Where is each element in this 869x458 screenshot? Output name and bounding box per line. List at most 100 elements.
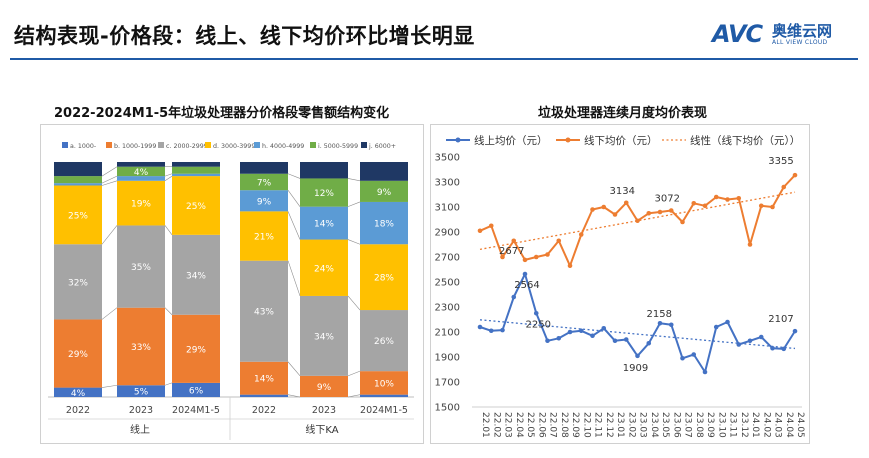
- bar-data-label: 32%: [68, 278, 88, 288]
- data-point: [601, 204, 607, 210]
- x-tick-label: 23.11: [728, 412, 738, 438]
- bar-segment: [172, 166, 220, 174]
- data-point: [533, 254, 539, 260]
- data-point: [635, 218, 640, 224]
- legend-swatch: [254, 142, 260, 148]
- bar-segment: [54, 387, 102, 397]
- data-point: [668, 322, 674, 328]
- data-point: [623, 337, 629, 342]
- legend-label: h. 4000-4999: [262, 143, 304, 150]
- y-tick-label: 2100: [435, 328, 460, 339]
- data-point: [612, 338, 618, 344]
- bar-segment: [172, 162, 220, 167]
- series-connector-line: [347, 394, 361, 398]
- series-connector-line: [101, 225, 118, 245]
- trend-line: [479, 319, 796, 350]
- bar-segment: [172, 314, 220, 383]
- x-tick-label: 2022: [252, 405, 276, 416]
- data-annotation: 2107: [768, 314, 793, 325]
- y-tick-label: 3100: [435, 203, 460, 214]
- bar-data-label: 14%: [254, 375, 274, 385]
- x-tick-label: 2022: [66, 405, 90, 416]
- bar-data-label: 4%: [71, 389, 86, 399]
- data-annotation: 2158: [647, 309, 672, 320]
- data-point: [477, 228, 483, 234]
- legend-label: 线上均价（元）: [474, 134, 548, 147]
- bar-data-label: 4%: [134, 168, 149, 178]
- trend-line: [479, 191, 796, 250]
- bar-segment: [360, 394, 408, 397]
- y-tick-label: 2500: [435, 278, 460, 289]
- bar-segment: [172, 173, 220, 177]
- data-point: [590, 207, 595, 212]
- series-connector-line: [164, 175, 173, 182]
- bar-segment: [172, 382, 220, 397]
- x-tick-label: 22.12: [604, 412, 614, 438]
- bar-data-label: 6%: [189, 386, 204, 396]
- bar-segment: [240, 190, 288, 212]
- bar-segment: [240, 211, 288, 261]
- brand-logo: AVC 奥维云网 ALL VIEW CLOUD: [712, 20, 852, 50]
- series-connector-line: [164, 173, 173, 177]
- x-tick-label: 2024M1-5: [172, 405, 220, 416]
- bar-data-label: 7%: [257, 178, 272, 188]
- right-chart-panel: [430, 124, 810, 444]
- bar-segment: [117, 162, 165, 167]
- group-label: 线下KA: [305, 423, 338, 436]
- bar-segment: [117, 225, 165, 308]
- data-point: [736, 342, 742, 347]
- bar-data-label: 9%: [257, 197, 272, 207]
- data-point: [567, 329, 573, 335]
- data-point: [725, 319, 730, 325]
- x-tick-label: 22.10: [581, 412, 591, 438]
- series-connector-line: [101, 307, 118, 320]
- bar-data-label: 26%: [374, 337, 394, 347]
- bar-segment: [360, 180, 408, 202]
- x-tick-label: 2024M1-5: [360, 405, 408, 416]
- data-point: [556, 238, 562, 244]
- x-tick-label: 22.03: [503, 412, 513, 438]
- data-point: [680, 355, 685, 361]
- legend-swatch: [361, 142, 367, 148]
- legend-label: a. 1000-: [70, 143, 96, 150]
- bar-segment: [240, 162, 288, 174]
- legend-swatch: [106, 142, 112, 148]
- bar-segment: [117, 307, 165, 386]
- data-point: [601, 325, 607, 331]
- bar-data-label: 18%: [374, 220, 394, 230]
- data-point: [623, 200, 629, 206]
- data-point: [590, 333, 595, 339]
- data-point: [488, 328, 494, 334]
- bar-segment: [117, 166, 165, 177]
- bar-data-label: 5%: [134, 388, 149, 398]
- bar-data-label: 28%: [374, 274, 394, 284]
- data-point: [522, 257, 528, 263]
- bar-segment: [54, 244, 102, 320]
- data-point: [567, 263, 573, 269]
- legend-marker: [455, 137, 461, 143]
- series-connector-line: [347, 178, 361, 182]
- data-point: [646, 210, 652, 216]
- bar-segment: [360, 244, 408, 311]
- x-tick-label: 23.03: [638, 412, 648, 438]
- bar-data-label: 24%: [314, 264, 334, 274]
- group-label: 线上: [130, 423, 150, 436]
- x-tick-label: 23.09: [705, 412, 715, 438]
- data-point: [680, 219, 685, 225]
- x-tick-label: 22.02: [491, 412, 501, 438]
- x-tick-label: 23.12: [739, 412, 749, 438]
- x-tick-label: 2023: [312, 405, 336, 416]
- bar-data-label: 21%: [254, 233, 274, 243]
- data-point: [657, 320, 663, 326]
- bar-data-label: 10%: [374, 379, 394, 389]
- bar-data-label: 33%: [131, 343, 151, 353]
- bar-data-label: 9%: [377, 188, 392, 198]
- x-tick-label: 2023: [129, 405, 153, 416]
- legend-swatch: [62, 142, 68, 148]
- series-connector-line: [101, 175, 118, 184]
- bar-segment: [54, 319, 102, 388]
- x-tick-label: 22.09: [570, 412, 580, 438]
- x-tick-label: 24.01: [750, 412, 760, 438]
